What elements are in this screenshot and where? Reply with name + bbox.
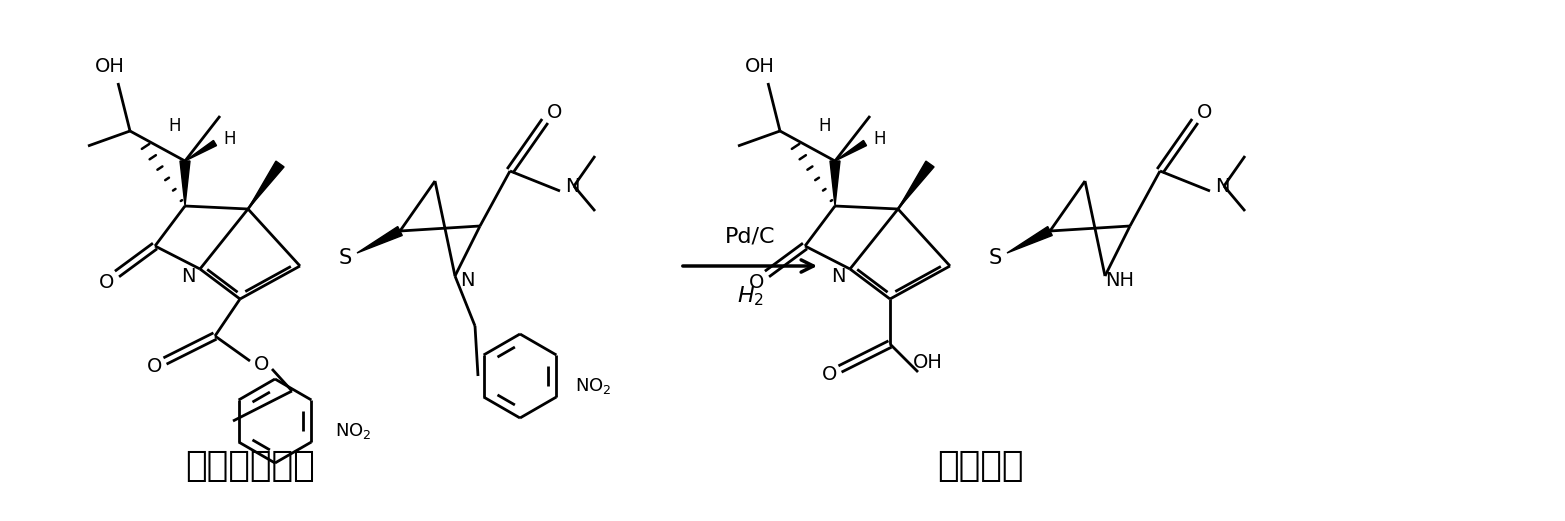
Text: Pd/C: Pd/C <box>725 226 775 246</box>
Polygon shape <box>1006 227 1052 253</box>
Text: O: O <box>750 272 765 292</box>
Text: S: S <box>338 248 352 268</box>
Text: N: N <box>180 267 196 287</box>
Text: N: N <box>831 267 845 287</box>
Text: NH: NH <box>1105 271 1135 291</box>
Polygon shape <box>836 141 867 161</box>
Text: O: O <box>548 104 563 122</box>
Text: NO$_2$: NO$_2$ <box>335 421 371 441</box>
Text: OH: OH <box>912 353 944 371</box>
Text: $H_2$: $H_2$ <box>737 284 764 308</box>
Text: O: O <box>254 354 269 374</box>
Polygon shape <box>829 161 840 206</box>
Polygon shape <box>357 227 402 253</box>
Text: O: O <box>147 356 163 376</box>
Polygon shape <box>185 141 216 161</box>
Text: NO$_2$: NO$_2$ <box>574 376 612 396</box>
Text: O: O <box>1197 104 1213 122</box>
Text: O: O <box>822 365 837 383</box>
Text: N: N <box>460 271 474 291</box>
Text: H: H <box>873 130 886 148</box>
Text: O: O <box>99 272 114 292</box>
Text: N: N <box>1214 177 1229 195</box>
Polygon shape <box>180 161 189 206</box>
Text: H: H <box>818 117 831 135</box>
Text: S: S <box>989 248 1002 268</box>
Text: OH: OH <box>95 56 125 76</box>
Text: N: N <box>565 177 579 195</box>
Polygon shape <box>247 161 285 209</box>
Text: 美罗培南: 美罗培南 <box>937 449 1024 483</box>
Text: H: H <box>224 130 236 148</box>
Text: 保护美罗培南: 保护美罗培南 <box>185 449 315 483</box>
Text: H: H <box>169 117 182 135</box>
Text: OH: OH <box>745 56 775 76</box>
Polygon shape <box>898 161 934 209</box>
